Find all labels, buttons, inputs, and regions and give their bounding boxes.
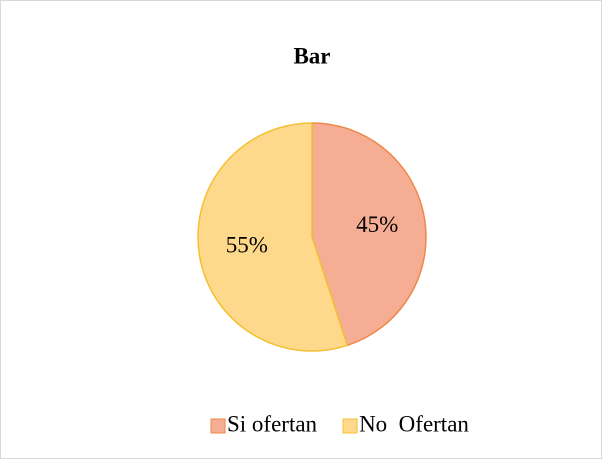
legend-swatch	[210, 418, 226, 434]
legend-label: Si ofertan	[227, 411, 318, 436]
slice-label: 55%	[226, 233, 268, 258]
pie-slice	[197, 122, 349, 352]
pie-slice	[311, 122, 427, 347]
legend-swatch	[342, 418, 358, 434]
chart-title: Bar	[293, 43, 330, 68]
slice-label: 45%	[356, 212, 398, 237]
legend-label: No Ofertan	[359, 411, 469, 436]
